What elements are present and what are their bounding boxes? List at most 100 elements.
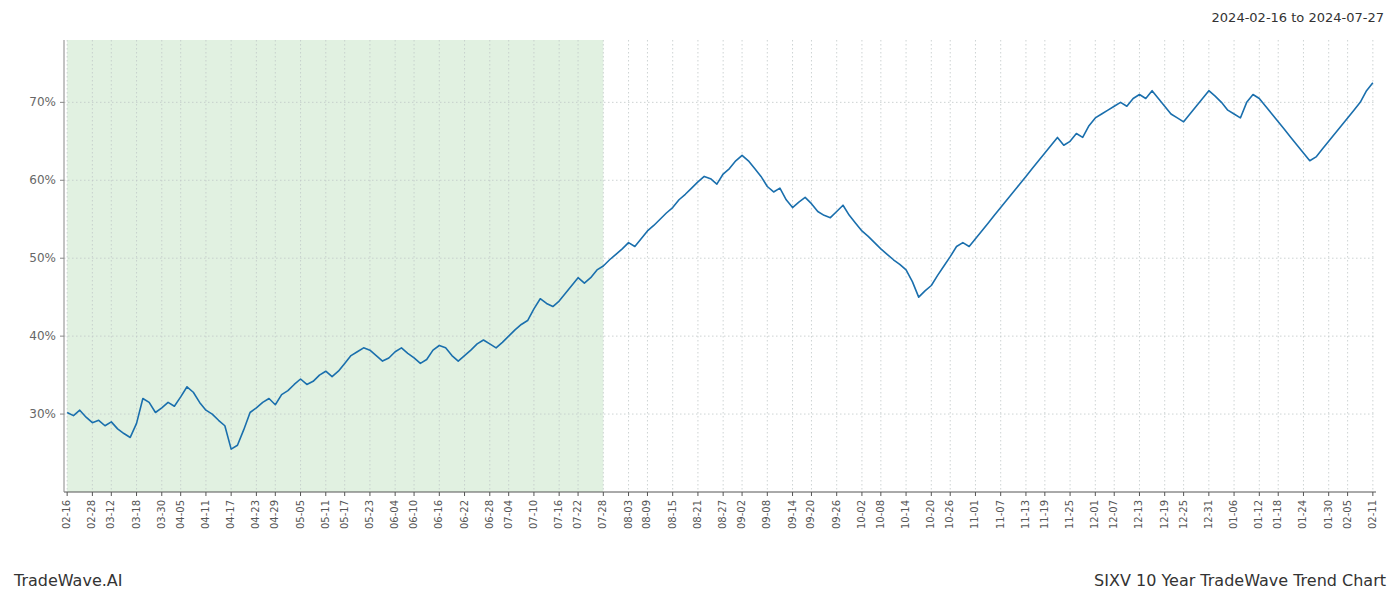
y-tick-label: 60% <box>29 173 56 187</box>
x-grid-line <box>880 40 881 492</box>
x-tick <box>464 492 465 496</box>
x-tick <box>1164 492 1165 496</box>
x-tick <box>205 492 206 496</box>
x-tick <box>880 492 881 496</box>
x-tick-label: 06-10 <box>408 500 419 529</box>
x-tick-label: 11-25 <box>1064 500 1075 529</box>
x-grid-line <box>792 40 793 492</box>
x-grid-line <box>931 40 932 492</box>
x-tick <box>231 492 232 496</box>
x-grid-line <box>950 40 951 492</box>
x-tick <box>1372 492 1373 496</box>
x-tick <box>136 492 137 496</box>
x-tick-label: 11-07 <box>995 500 1006 529</box>
y-grid-line <box>64 414 1376 415</box>
x-tick <box>950 492 951 496</box>
x-tick-label: 04-23 <box>250 500 261 529</box>
x-grid-line <box>1183 40 1184 492</box>
chart-container: 30%40%50%60%70%02-1602-2803-1203-1803-30… <box>0 0 1400 600</box>
x-tick <box>439 492 440 496</box>
x-tick <box>1259 492 1260 496</box>
x-tick <box>1328 492 1329 496</box>
y-tick <box>60 336 64 337</box>
x-tick <box>1183 492 1184 496</box>
x-grid-line <box>742 40 743 492</box>
x-tick-label: 11-13 <box>1020 500 1031 529</box>
x-tick-label: 04-29 <box>269 500 280 529</box>
x-tick <box>931 492 932 496</box>
x-tick-label: 01-24 <box>1297 500 1308 529</box>
x-tick <box>1025 492 1026 496</box>
x-tick <box>906 492 907 496</box>
x-tick-label: 12-19 <box>1159 500 1170 529</box>
x-tick-label: 11-19 <box>1039 500 1050 529</box>
x-tick-label: 01-06 <box>1228 500 1239 529</box>
x-grid-line <box>861 40 862 492</box>
x-grid-line <box>161 40 162 492</box>
x-tick-label: 10-14 <box>900 500 911 529</box>
x-grid-line <box>231 40 232 492</box>
y-tick <box>60 102 64 103</box>
x-tick <box>67 492 68 496</box>
x-tick-label: 08-21 <box>692 500 703 529</box>
title: SIXV 10 Year TradeWave Trend Chart <box>1094 571 1386 590</box>
x-tick <box>647 492 648 496</box>
line-group <box>67 83 1373 449</box>
y-grid-line <box>64 258 1376 259</box>
x-grid-line <box>672 40 673 492</box>
y-tick <box>60 258 64 259</box>
x-grid-line <box>559 40 560 492</box>
x-tick-label: 05-05 <box>295 500 306 529</box>
x-tick <box>325 492 326 496</box>
x-grid-line <box>533 40 534 492</box>
x-grid-line <box>1114 40 1115 492</box>
x-tick-label: 01-12 <box>1253 500 1264 529</box>
y-tick <box>60 414 64 415</box>
x-tick-label: 08-09 <box>641 500 652 529</box>
annotation: TradeWave.AI <box>13 571 122 590</box>
x-grid-line <box>1139 40 1140 492</box>
x-tick <box>111 492 112 496</box>
x-tick <box>1139 492 1140 496</box>
x-tick-label: 03-12 <box>105 500 116 529</box>
x-tick-label: 09-20 <box>805 500 816 529</box>
x-tick <box>508 492 509 496</box>
x-tick <box>836 492 837 496</box>
x-tick <box>603 492 604 496</box>
x-tick-label: 01-18 <box>1272 500 1283 529</box>
x-grid-line <box>67 40 68 492</box>
x-grid-line <box>300 40 301 492</box>
x-tick <box>1208 492 1209 496</box>
x-grid-line <box>111 40 112 492</box>
x-tick <box>92 492 93 496</box>
x-grid-line <box>1328 40 1329 492</box>
x-grid-line <box>1208 40 1209 492</box>
x-tick <box>1044 492 1045 496</box>
y-tick-label: 40% <box>29 329 56 343</box>
x-tick <box>861 492 862 496</box>
x-grid-line <box>975 40 976 492</box>
x-tick-label: 09-26 <box>831 500 842 529</box>
x-grid-line <box>275 40 276 492</box>
x-grid-line <box>92 40 93 492</box>
x-tick <box>256 492 257 496</box>
chart-svg: 30%40%50%60%70%02-1602-2803-1203-1803-30… <box>0 0 1400 600</box>
x-grid-line <box>628 40 629 492</box>
x-tick-label: 12-31 <box>1203 500 1214 529</box>
x-tick-label: 10-08 <box>875 500 886 529</box>
x-tick-label: 08-03 <box>623 500 634 529</box>
grid <box>64 40 1376 492</box>
x-tick <box>1303 492 1304 496</box>
x-tick-label: 08-15 <box>667 500 678 529</box>
x-grid-line <box>344 40 345 492</box>
x-tick-label: 09-14 <box>787 500 798 529</box>
x-tick <box>742 492 743 496</box>
x-tick-label: 12-01 <box>1089 500 1100 529</box>
x-grid-line <box>723 40 724 492</box>
x-tick-label: 07-22 <box>572 500 583 529</box>
x-grid-line <box>697 40 698 492</box>
x-grid-line <box>439 40 440 492</box>
x-tick-label: 12-07 <box>1108 500 1119 529</box>
x-tick <box>811 492 812 496</box>
x-grid-line <box>489 40 490 492</box>
